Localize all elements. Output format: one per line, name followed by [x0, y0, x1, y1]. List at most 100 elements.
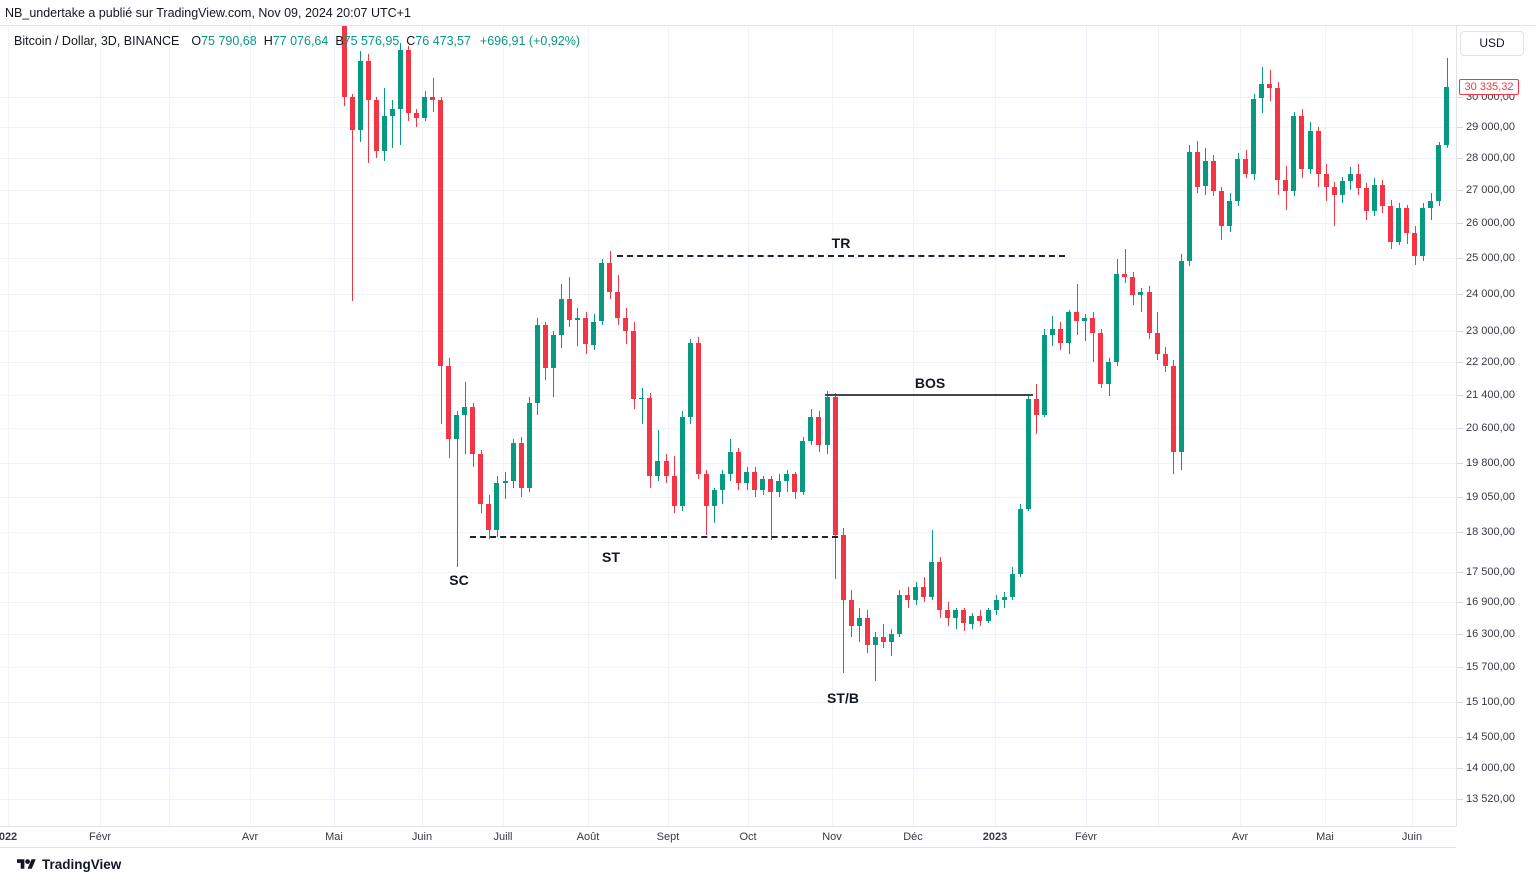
candle-body — [889, 634, 894, 643]
candle-body — [986, 610, 991, 621]
time-axis-label: Mai — [1316, 831, 1334, 843]
annotation-label-sc: SC — [449, 572, 469, 588]
candle-body — [607, 262, 612, 292]
horizontal-gridline — [0, 294, 1456, 295]
candle-body — [776, 480, 781, 493]
candle-body — [1404, 207, 1409, 234]
candle-wick — [787, 469, 788, 493]
candle-wick — [1125, 248, 1126, 283]
footer: TradingView — [0, 848, 1536, 884]
candle-body — [929, 561, 934, 598]
price-tick-mark — [1457, 497, 1463, 498]
candle-body — [760, 478, 765, 491]
price-tick-mark — [1457, 532, 1463, 533]
candle-body — [1147, 291, 1152, 333]
candle-wick — [457, 411, 458, 567]
annotation-label-st: ST — [602, 549, 620, 565]
time-axis-label: 022 — [0, 831, 18, 843]
time-axis-label: Nov — [822, 831, 842, 843]
time-axis-label: Avr — [1231, 831, 1249, 843]
candle-wick — [1085, 313, 1086, 341]
price-tick-mark — [1457, 463, 1463, 464]
price-tick-label: 26 000,00 — [1466, 217, 1515, 229]
price-tick-label: 19 800,00 — [1466, 456, 1515, 469]
vertical-gridline — [588, 26, 589, 826]
vertical-gridline — [668, 26, 669, 826]
vertical-gridline — [8, 26, 9, 826]
candle-body — [1026, 398, 1031, 509]
candle-body — [575, 317, 580, 320]
candle-body — [1082, 317, 1087, 322]
price-tick-label: 16 300,00 — [1466, 628, 1515, 641]
time-axis-label: Févr — [89, 831, 111, 843]
horizontal-gridline — [0, 737, 1456, 738]
candle-body — [881, 637, 886, 643]
vertical-gridline — [250, 26, 251, 826]
price-tick-mark — [1457, 223, 1463, 224]
change-value: +696,91 (+0,92%) — [479, 34, 580, 48]
candle-body — [551, 334, 556, 369]
price-tick-label: 13 520,00 — [1466, 792, 1515, 805]
tradingview-logo[interactable]: TradingView — [17, 857, 121, 872]
time-axis-label: Juill — [493, 831, 513, 843]
candle-wick — [1141, 288, 1142, 312]
candle-body — [615, 291, 620, 318]
candle-wick — [1004, 592, 1005, 608]
candle-body — [1155, 332, 1160, 355]
time-axis-label: Févr — [1075, 831, 1097, 843]
horizontal-gridline — [0, 258, 1456, 259]
tradingview-logo-text: TradingView — [42, 857, 122, 872]
candle-body — [1066, 312, 1071, 343]
candle-body — [438, 99, 443, 367]
candle-body — [833, 396, 838, 535]
candle-body — [921, 586, 926, 598]
candle-body — [647, 397, 652, 477]
horizontal-gridline — [0, 634, 1456, 635]
candle-body — [527, 402, 532, 488]
horizontal-gridline — [0, 223, 1456, 224]
horizontal-gridline — [0, 190, 1456, 191]
candle-body — [728, 451, 733, 475]
candle-body — [994, 599, 999, 611]
vertical-gridline — [1325, 26, 1326, 826]
candle-body — [462, 406, 467, 416]
candle-body — [1251, 98, 1256, 174]
chart-legend[interactable]: Bitcoin / Dollar, 3D, BINANCE O75 790,68 H… — [14, 34, 580, 48]
price-tick-label: 29 000,00 — [1466, 120, 1515, 133]
candle-body — [1444, 87, 1449, 146]
candle-body — [672, 476, 677, 507]
time-axis-label: Déc — [903, 831, 923, 843]
annotation-line-bos — [825, 394, 1033, 396]
candle-body — [446, 366, 451, 439]
candle-body — [591, 321, 596, 345]
time-axis[interactable]: 022 Févr Avr Mai Juin Juill Août Sept Oct Nov Déc 2… — [0, 826, 1456, 848]
vertical-gridline — [334, 26, 335, 826]
candle-body — [406, 49, 411, 114]
price-tick-mark — [1457, 634, 1463, 635]
candle-wick — [416, 108, 417, 127]
price-tick-mark — [1457, 395, 1463, 396]
candle-body — [752, 471, 757, 491]
horizontal-gridline — [0, 702, 1456, 703]
time-axis-label: Juin — [1401, 831, 1423, 843]
time-axis-label: Mai — [325, 831, 343, 843]
candle-body — [961, 610, 966, 624]
candle-body — [825, 396, 830, 446]
currency-button[interactable]: USD — [1460, 31, 1524, 56]
candle-body — [688, 342, 693, 418]
time-axis-label: Août — [576, 831, 600, 843]
candlestick-chart[interactable]: Bitcoin / Dollar, 3D, BINANCE O75 790,68 H… — [0, 26, 1456, 826]
candle-body — [631, 331, 636, 399]
price-axis[interactable]: USD 30 335,32 30 000,00 29 000,00 28 000,0… — [1456, 26, 1536, 826]
price-tick-label: 15 100,00 — [1466, 695, 1515, 708]
horizontal-gridline — [0, 158, 1456, 159]
candle-wick — [771, 476, 772, 540]
candle-body — [808, 417, 813, 441]
price-tick-label: 17 500,00 — [1466, 565, 1515, 578]
vertical-gridline — [503, 26, 504, 826]
candle-wick — [956, 607, 957, 629]
open-value: 75 790,68 — [201, 34, 257, 48]
candle-body — [969, 615, 974, 624]
horizontal-gridline — [0, 602, 1456, 603]
